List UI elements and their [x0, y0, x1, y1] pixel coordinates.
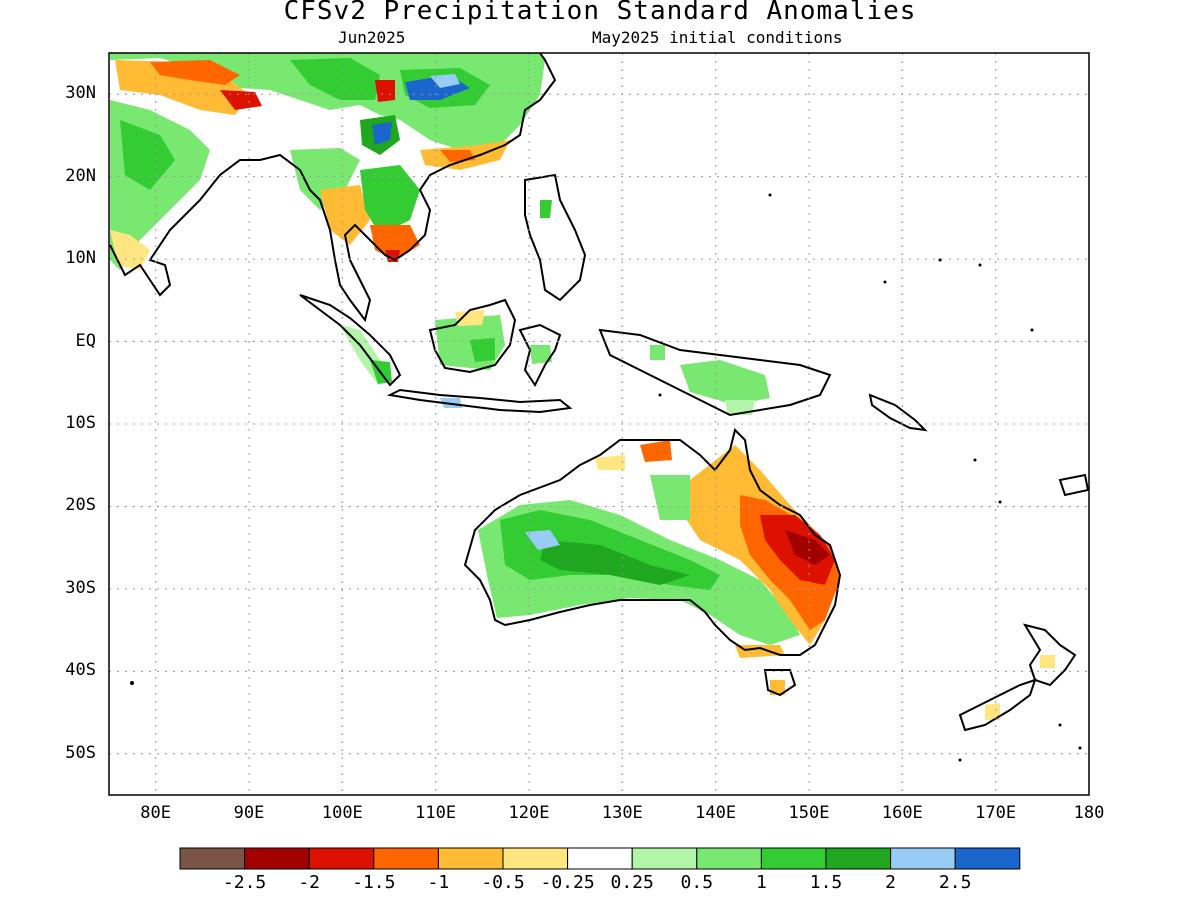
latitude-label: 30N: [65, 83, 96, 104]
latitude-label: 20N: [65, 165, 96, 186]
latitude-label: 10N: [65, 248, 96, 269]
color-scale-label: 0.5: [680, 872, 714, 893]
color-scale-label: 0.25: [610, 872, 654, 893]
color-scale-label: 2: [885, 872, 897, 893]
color-swatch: [244, 847, 310, 870]
color-swatch: [179, 847, 246, 870]
color-scale-label: -2: [298, 872, 321, 893]
forecast-month: Jun2025: [338, 28, 406, 47]
anomaly-new-zealand: [985, 655, 1055, 720]
color-scale-label: -2.5: [222, 872, 267, 893]
latitude-label: 40S: [65, 660, 96, 681]
longitude-label: 110E: [415, 803, 457, 823]
longitude-label: 80E: [140, 803, 172, 823]
longitude-label: 130E: [601, 803, 643, 823]
color-swatch: [760, 847, 827, 870]
coastlines: [109, 53, 1089, 732]
latitude-label: 30S: [65, 577, 96, 598]
color-swatch: [567, 847, 633, 870]
color-scale-label: -0.5: [481, 872, 525, 893]
color-scale-label: 1.5: [809, 872, 843, 893]
color-swatch: [954, 847, 1021, 870]
color-swatch: [696, 847, 762, 870]
latitude-label: EQ: [75, 330, 96, 351]
anomaly-australia: [475, 430, 840, 695]
color-scale-label: 2.5: [938, 872, 972, 893]
color-swatch: [437, 847, 504, 870]
latitude-label: 50S: [65, 742, 96, 763]
longitude-label: 180: [1073, 803, 1105, 823]
longitude-label: 90E: [233, 803, 265, 823]
longitude-label: 100E: [321, 803, 363, 823]
color-swatch: [502, 847, 569, 870]
color-scale-label: -1: [427, 872, 450, 893]
longitude-label: 170E: [975, 803, 1017, 823]
longitude-label: 150E: [788, 803, 830, 823]
latitude-label: 20S: [65, 495, 96, 516]
initial-conditions: May2025 initial conditions: [592, 28, 843, 47]
color-swatch: [631, 847, 698, 870]
small-islands: [130, 193, 1082, 762]
grid-lines: [109, 53, 1089, 795]
longitude-label: 120E: [508, 803, 550, 823]
color-scale-label: -1.5: [352, 872, 396, 893]
map-frame: [108, 52, 1090, 796]
longitude-label: 160E: [881, 803, 923, 823]
longitude-label: 140E: [695, 803, 737, 823]
color-swatch: [373, 847, 439, 870]
color-swatch: [308, 847, 375, 870]
color-scale-label: 1: [755, 872, 767, 893]
color-swatch: [890, 847, 956, 870]
color-scale-label: -0.25: [540, 872, 595, 893]
latitude-label: 10S: [65, 413, 96, 433]
anomaly-asia: [110, 53, 545, 270]
color-swatch: [825, 847, 892, 870]
map-title: CFSv2 Precipitation Standard Anomalies: [283, 0, 917, 26]
color-scale-bar: [179, 847, 1021, 870]
